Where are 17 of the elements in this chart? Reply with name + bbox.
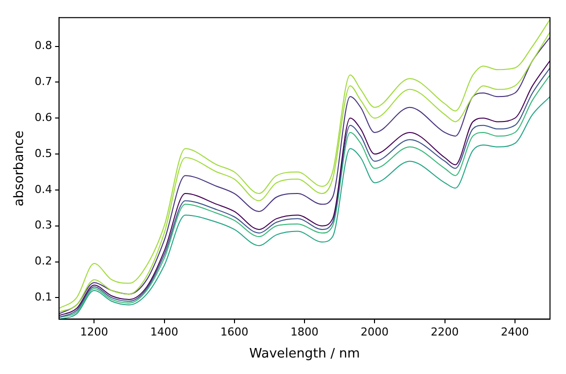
y-axis-title: absorbance [12, 130, 28, 206]
x-tick-label: 1800 [290, 326, 319, 339]
x-tick-label: 2400 [500, 326, 529, 339]
y-tick-label: 0.4 [34, 182, 52, 196]
x-tick-label: 1200 [80, 326, 108, 339]
x-tick-label: 1600 [220, 326, 248, 339]
y-tick-label: 0.6 [34, 110, 52, 124]
x-tick-label: 2000 [360, 326, 389, 339]
x-axis-title: Wavelength / nm [249, 346, 360, 362]
y-tick-label: 0.3 [34, 218, 52, 232]
y-tick-label: 0.2 [34, 254, 52, 268]
x-tick-label: 2200 [430, 326, 459, 339]
x-tick-label: 1400 [150, 326, 178, 339]
y-tick-label: 0.5 [34, 146, 52, 160]
y-tick-label: 0.1 [34, 290, 52, 304]
y-tick-label: 0.8 [34, 39, 52, 52]
y-tick-label: 0.7 [34, 75, 52, 88]
